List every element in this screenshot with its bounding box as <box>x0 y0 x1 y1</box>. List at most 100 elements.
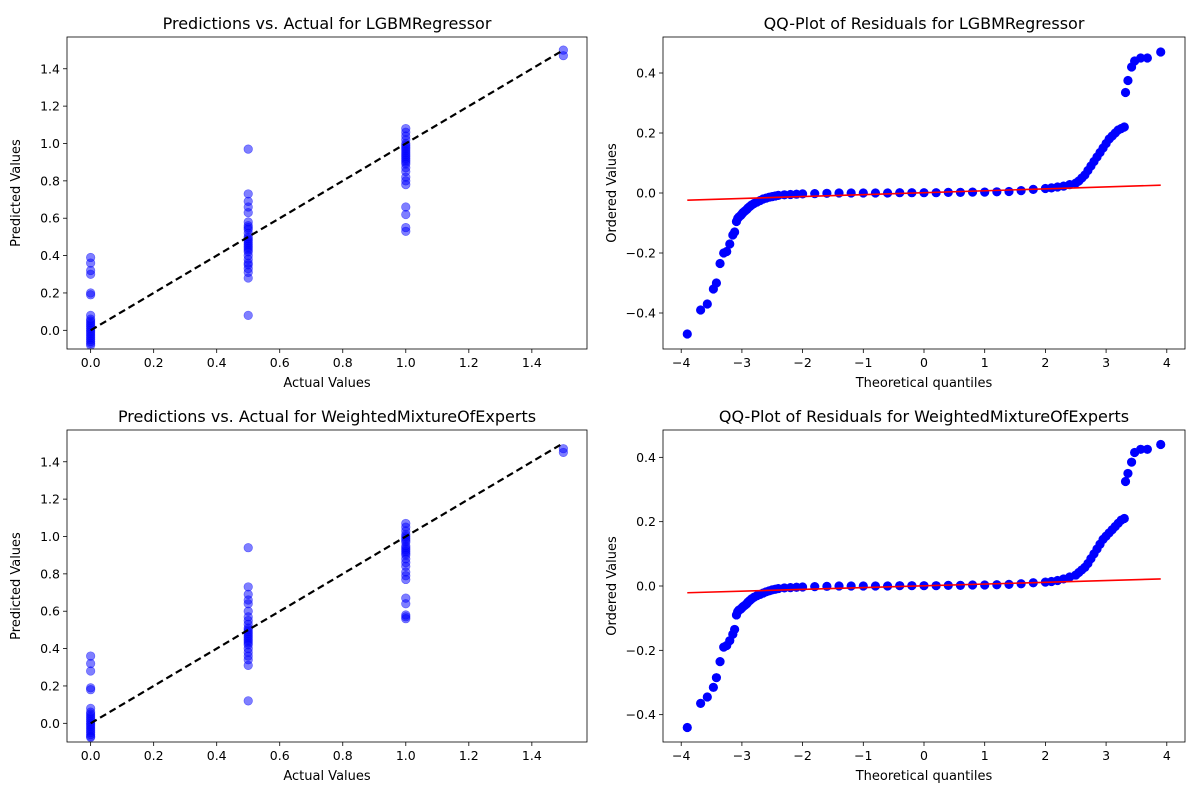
data-point <box>243 208 253 218</box>
chart-panel-1: Predictions vs. Actual for LGBMRegressor… <box>9 14 588 391</box>
y-tick-label: 0.4 <box>40 641 60 656</box>
chart-title: Predictions vs. Actual for WeightedMixtu… <box>118 407 536 426</box>
data-point <box>696 305 706 315</box>
y-tick-label: 0.6 <box>40 211 60 226</box>
data-point <box>401 179 411 190</box>
data-point <box>992 187 1002 197</box>
data-point <box>243 222 253 233</box>
x-tick-label: 3 <box>1102 355 1110 370</box>
data-point <box>401 599 411 609</box>
data-point <box>1123 75 1133 86</box>
data-point <box>1156 439 1166 450</box>
y-axis-label: Ordered Values <box>605 143 620 243</box>
x-tick-label: 0.8 <box>333 748 353 763</box>
data-point <box>870 188 881 198</box>
data-point <box>401 209 411 220</box>
data-point <box>86 340 96 349</box>
x-tick-label: 2 <box>1041 748 1049 763</box>
plot-area <box>682 439 1166 733</box>
axes-frame <box>66 429 588 743</box>
data-point <box>725 239 735 249</box>
x-tick-label: 0.4 <box>207 748 227 763</box>
data-point <box>86 732 96 742</box>
data-point <box>730 624 740 635</box>
data-point <box>558 51 568 61</box>
x-tick-label: 4 <box>1163 355 1171 370</box>
data-point <box>1156 47 1166 57</box>
data-point <box>967 187 978 197</box>
y-tick-label: 0.2 <box>636 126 656 141</box>
x-tick-label: 4 <box>1163 748 1171 763</box>
y-tick-label: 0.0 <box>636 579 656 594</box>
x-tick-label: 0.6 <box>270 355 290 370</box>
x-tick-label: 0.0 <box>81 355 101 370</box>
data-point <box>846 188 856 198</box>
x-tick-label: −3 <box>733 355 751 370</box>
y-tick-label: 0.2 <box>636 514 656 529</box>
y-tick-label: 0.2 <box>40 678 60 693</box>
x-tick-label: −1 <box>854 355 872 370</box>
data-point <box>243 273 253 283</box>
x-tick-label: 0.2 <box>144 355 164 370</box>
x-tick-label: 1.4 <box>522 355 542 370</box>
data-point <box>682 722 692 733</box>
data-point <box>711 278 722 288</box>
y-axis-label: Ordered Values <box>605 536 620 636</box>
x-tick-label: 0 <box>920 748 928 763</box>
reference-line <box>90 442 564 725</box>
data-point <box>1120 476 1131 487</box>
x-tick-label: −4 <box>672 355 690 370</box>
x-tick-label: 0.8 <box>333 355 353 370</box>
y-axis-label: Predicted Values <box>9 532 24 640</box>
y-tick-label: 1.4 <box>40 61 60 76</box>
data-point <box>243 660 253 671</box>
x-tick-label: 1.4 <box>522 748 542 763</box>
chart-title: QQ-Plot of Residuals for WeightedMixture… <box>719 407 1129 426</box>
fit-line <box>687 578 1161 594</box>
x-tick-label: 2 <box>1041 355 1049 370</box>
y-tick-label: −0.4 <box>626 707 656 722</box>
data-point <box>401 226 411 236</box>
plot-area <box>86 442 568 742</box>
data-point <box>1119 122 1129 132</box>
x-tick-label: 1.2 <box>459 748 479 763</box>
data-point <box>243 144 253 154</box>
chart-title: QQ-Plot of Residuals for LGBMRegressor <box>764 14 1085 33</box>
data-point <box>86 666 96 676</box>
x-tick-label: 1 <box>981 355 989 370</box>
y-tick-label: 0.0 <box>636 186 656 201</box>
data-point <box>708 682 718 692</box>
data-point <box>86 290 96 300</box>
data-point <box>558 447 568 458</box>
data-point <box>1016 186 1026 196</box>
data-point <box>980 580 990 590</box>
data-point <box>702 692 712 702</box>
y-tick-label: −0.4 <box>626 306 656 321</box>
x-tick-label: −4 <box>672 748 690 763</box>
data-point <box>1004 579 1014 589</box>
y-tick-label: 1.0 <box>40 529 60 544</box>
data-point <box>243 696 253 706</box>
data-point <box>1004 186 1014 197</box>
x-axis-label: Actual Values <box>283 769 371 784</box>
y-tick-label: 0.6 <box>40 604 60 619</box>
reference-line <box>90 49 564 332</box>
chart-panel-3: Predictions vs. Actual for WeightedMixtu… <box>9 407 588 784</box>
axes-frame <box>662 429 1186 743</box>
y-tick-label: 0.4 <box>636 450 656 465</box>
data-point <box>86 685 96 695</box>
x-tick-label: −2 <box>793 748 811 763</box>
data-point <box>682 329 692 339</box>
data-point <box>715 258 725 269</box>
y-tick-label: 0.8 <box>40 566 60 581</box>
x-tick-label: 1.0 <box>396 355 416 370</box>
fit-line <box>687 184 1161 201</box>
x-tick-label: 1.0 <box>396 748 416 763</box>
data-point <box>870 581 881 591</box>
data-point <box>1142 444 1152 454</box>
y-tick-label: −0.2 <box>626 246 656 261</box>
y-tick-label: 0.8 <box>40 173 60 188</box>
data-point <box>846 581 856 591</box>
data-point <box>1123 468 1133 479</box>
